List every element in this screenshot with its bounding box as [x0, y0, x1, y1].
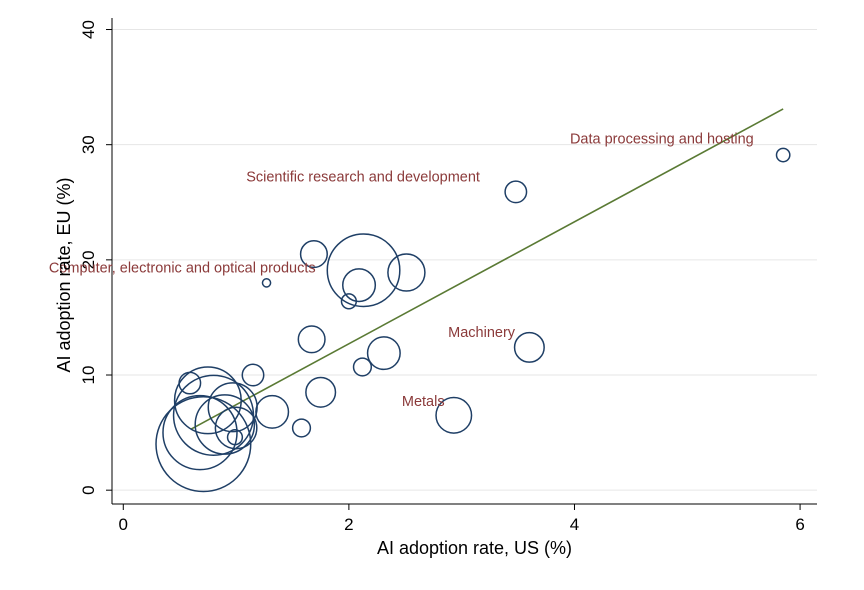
x-tick-label: 2	[344, 515, 353, 534]
data-point	[256, 396, 289, 429]
x-tick-label: 6	[795, 515, 804, 534]
y-tick-label: 10	[79, 366, 98, 385]
x-ticks: 0 2 4 6	[119, 504, 805, 534]
point-label: Machinery	[448, 325, 516, 341]
x-tick-label: 0	[119, 515, 128, 534]
data-point	[777, 148, 790, 161]
y-tick-label: 0	[79, 485, 98, 494]
y-tick-label: 40	[79, 20, 98, 39]
point-label: Scientific research and development	[246, 170, 480, 186]
data-point	[262, 279, 270, 287]
y-tick-label: 30	[79, 135, 98, 154]
data-point	[293, 419, 311, 437]
data-point	[354, 358, 372, 376]
point-label: Computer, electronic and optical product…	[49, 261, 316, 277]
y-axis-label: AI adoption rate, EU (%)	[54, 177, 74, 372]
data-point	[343, 269, 376, 302]
data-points	[156, 148, 790, 491]
data-point	[368, 337, 401, 370]
data-point	[515, 333, 545, 363]
point-label: Data processing and hosting	[570, 132, 754, 148]
point-label: Metals	[402, 394, 445, 410]
point-labels: Data processing and hosting Scientific re…	[49, 132, 754, 411]
x-tick-label: 4	[570, 515, 579, 534]
data-point	[298, 326, 325, 353]
data-point	[306, 377, 336, 407]
data-point	[505, 181, 526, 202]
x-axis-label: AI adoption rate, US (%)	[377, 538, 572, 558]
